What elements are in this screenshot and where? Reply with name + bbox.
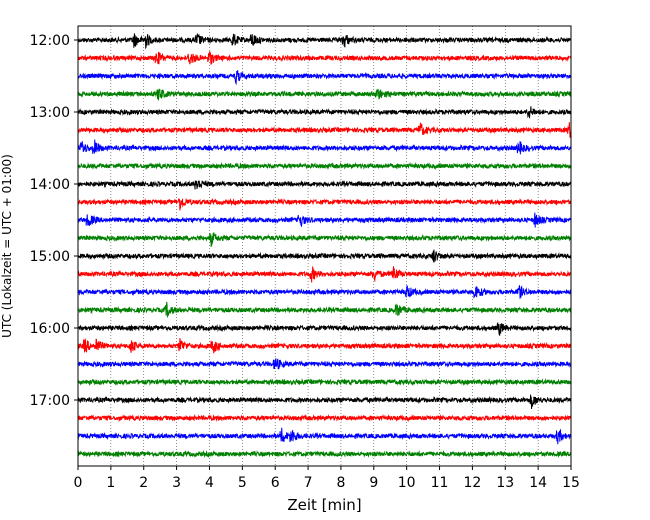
trace-line-15:45 [77, 301, 572, 318]
trace-line-12:45 [77, 88, 572, 101]
x-tick-label: 0 [74, 475, 83, 491]
x-tick-label: 2 [139, 475, 148, 491]
y-tick-label: 14:00 [30, 177, 70, 193]
trace-line-12:15 [77, 51, 572, 65]
trace-line-13:00 [77, 106, 572, 119]
x-tick-label: 15 [562, 475, 580, 491]
trace-line-17:45 [77, 449, 572, 459]
trace-line-15:00 [77, 249, 572, 263]
x-tick-label: 6 [271, 475, 280, 491]
x-tick-label: 12 [463, 475, 481, 491]
x-tick-label: 9 [369, 475, 378, 491]
x-axis-label: Zeit [min] [287, 496, 361, 514]
x-tick-label: 5 [238, 475, 247, 491]
trace-line-14:45 [77, 232, 572, 247]
trace-line-16:15 [77, 337, 572, 354]
trace-line-14:00 [77, 179, 572, 190]
x-tick-label: 11 [431, 475, 449, 491]
x-tick-label: 1 [106, 475, 115, 491]
trace-line-17:15 [77, 413, 572, 423]
x-tick-label: 7 [304, 475, 313, 491]
trace-line-13:30 [77, 139, 572, 155]
trace-line-16:00 [77, 321, 572, 336]
x-tick-label: 3 [172, 475, 181, 491]
trace-line-16:45 [77, 377, 572, 387]
x-tick-label: 8 [336, 475, 345, 491]
trace-line-13:45 [77, 161, 572, 171]
seismogram-traces [77, 33, 572, 459]
vertical-gridlines [110, 26, 539, 466]
trace-line-17:00 [77, 394, 572, 410]
x-axis-ticks: 0 1 2 3 4 5 6 7 8 9 10 11 12 13 14 15 [74, 466, 580, 491]
y-tick-label: 16:00 [30, 321, 70, 337]
x-tick-label: 13 [496, 475, 514, 491]
x-tick-label: 10 [398, 475, 416, 491]
y-tick-label: 13:00 [30, 105, 70, 121]
trace-line-17:30 [77, 427, 572, 445]
y-axis-label: UTC (Lokalzeit = UTC + 01:00) [0, 154, 14, 338]
y-tick-label: 15:00 [30, 249, 70, 265]
y-axis-ticks: 12:00 13:00 14:00 15:00 16:00 17:00 [30, 33, 78, 409]
trace-line-16:30 [77, 358, 572, 370]
x-tick-label: 4 [205, 475, 214, 491]
x-tick-label: 14 [529, 475, 547, 491]
y-tick-label: 12:00 [30, 33, 70, 49]
trace-line-14:15 [77, 197, 572, 211]
trace-line-14:30 [77, 212, 572, 228]
trace-line-12:00 [77, 33, 572, 50]
plot-frame [77, 25, 572, 467]
trace-line-15:30 [77, 285, 572, 299]
trace-line-12:30 [77, 70, 572, 86]
trace-line-15:15 [77, 265, 572, 283]
y-tick-label: 17:00 [30, 393, 70, 409]
trace-line-13:15 [77, 122, 572, 138]
